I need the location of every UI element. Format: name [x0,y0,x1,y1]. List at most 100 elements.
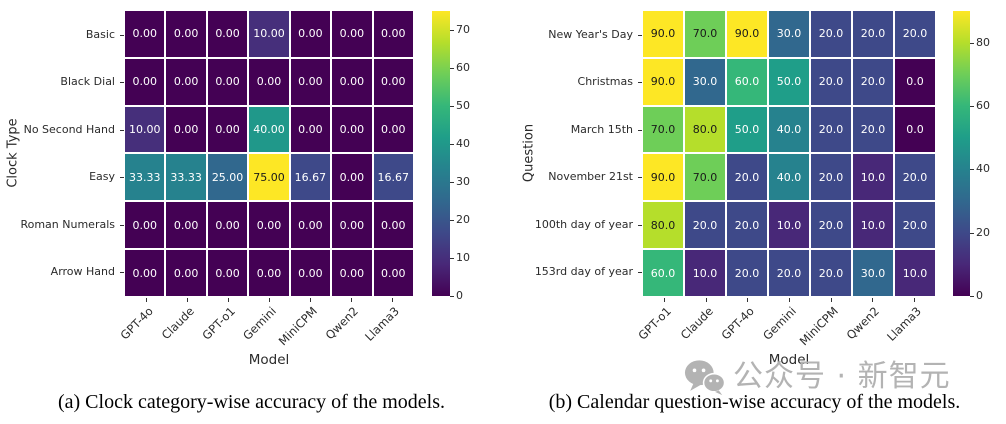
heatmap-cell: 30.0 [853,250,893,296]
heatmap-cell: 0.00 [332,154,372,201]
calendar-heatmap-panel: Question 90.0 70.0 90.0 30.0 20.0 20.0 20.0 90.… [503,0,1006,424]
wechat-icon [684,359,726,396]
colorbar-tick-label: 30 [456,175,470,188]
colorbar-tick [450,182,454,183]
heatmap-cell: 16.67 [373,154,413,201]
heatmap-cell: 10.00 [125,106,165,153]
heatmap-cell: 10.0 [769,202,809,249]
colorbar-tick [970,106,974,107]
heatmap-cell: 25.00 [207,154,248,201]
heatmap-cell: 0.00 [166,58,206,105]
colorbar-tick-label: 60 [456,61,470,74]
heatmap-cell: 60.0 [727,58,767,105]
x-tick [747,298,749,302]
y-tick [638,177,642,179]
heatmap-cell: 40.0 [769,106,809,153]
watermark-text: 公众号 · 新智元 [733,359,951,394]
x-tick [914,298,916,302]
heatmap-cell: 0.00 [166,106,206,153]
heatmap-cell: 40.00 [249,106,289,153]
colorbar-tick [450,220,454,221]
heatmap-cell: 0.00 [373,106,413,153]
heatmap-cell: 0.00 [125,58,165,105]
heatmap-cell: 20.0 [727,202,767,249]
x-tick [830,298,832,302]
heatmap-cell: 0.00 [207,11,248,57]
colorbar-tick-label: 40 [456,137,470,150]
heatmap-cell: 0.00 [290,58,331,105]
x-axis-label: Model [248,352,290,368]
heatmap-cell: 0.00 [373,58,413,105]
row-label: Christmas [577,75,633,89]
colorbar-tick [970,169,974,171]
heatmap-cell: 10.0 [853,154,893,201]
x-tick [227,298,229,302]
heatmap-cell: 0.00 [249,58,289,105]
heatmap-cell: 20.0 [811,202,851,249]
heatmap-cell: 80.0 [685,106,725,153]
x-tick [392,298,394,302]
heatmap-cell: 0.00 [207,202,248,249]
heatmap-cell: 10.0 [685,250,725,296]
heatmap-cell: 0.00 [290,202,331,249]
x-tick [872,298,874,302]
colorbar-tick [450,258,454,259]
row-label: Black Dial [60,75,115,89]
row-label: November 21st [548,170,633,184]
heatmap-cell: 0.00 [207,250,248,296]
heatmap-cell: 0.00 [166,11,206,57]
y-tick [638,82,642,84]
heatmap-cell: 75.00 [249,154,289,201]
calendar-heatmap-grid: 90.0 70.0 90.0 30.0 20.0 20.0 20.0 90.0 30.0 60.0… [643,11,935,296]
colorbar-tick-label: 80 [976,35,990,49]
row-label: No Second Hand [23,122,115,136]
x-tick [351,298,353,302]
heatmap-cell: 30.0 [685,58,725,105]
row-label: 153rd day of year [534,265,633,279]
heatmap-cell: 20.0 [811,250,851,296]
subfigure-caption-a: (a) Clock category-wise accuracy of the … [57,391,446,413]
row-label: Easy [89,170,115,184]
clock-heatmap-grid: 0.00 0.00 0.00 10.00 0.00 0.00 0.00 0.00 0.00 0.0… [125,11,413,296]
y-tick [120,82,124,84]
y-tick [120,34,124,36]
heatmap-cell: 0.0 [895,58,935,105]
colorbar-tick [450,296,454,297]
heatmap-cell: 90.0 [643,154,683,201]
heatmap-cell: 33.33 [166,154,206,201]
heatmap-cell: 0.00 [332,250,372,296]
heatmap-cell: 90.0 [643,11,683,57]
colorbar-tick-label: 50 [456,99,470,112]
colorbar-tick [450,106,454,107]
colorbar-tick-label: 70 [456,23,470,36]
colorbar-tick-label: 20 [456,213,470,226]
heatmap-cell: 0.00 [373,11,413,57]
heatmap-cell: 33.33 [125,154,165,201]
y-tick [638,129,642,131]
subfigure-caption-b: (b) Calendar question-wise accuracy of t… [548,391,961,413]
colorbar-tick-label: 10 [456,251,470,264]
colorbar-tick-label: 40 [976,162,990,176]
heatmap-cell: 20.0 [811,106,851,153]
heatmap-cell: 20.0 [853,11,893,57]
heatmap-cell: 50.0 [727,106,767,153]
heatmap-cell: 20.0 [811,11,851,57]
colorbar-tick [970,232,974,234]
row-label: Arrow Hand [50,265,115,279]
heatmap-cell: 70.0 [685,154,725,201]
heatmap-cell: 80.0 [643,202,683,249]
heatmap-cell: 20.0 [769,250,809,296]
heatmap-cell: 16.67 [290,154,331,201]
heatmap-cell: 0.00 [373,202,413,249]
colorbar-tick-label: 60 [976,99,990,112]
y-tick [120,177,124,179]
heatmap-cell: 0.00 [125,202,165,249]
heatmap-cell: 20.0 [895,11,935,57]
heatmap-cell: 20.0 [727,154,767,201]
colorbar-tick [970,296,974,297]
watermark: 公众号 · 新智元 [684,358,951,396]
heatmap-cell: 0.0 [895,106,935,153]
row-label: 100th day of year [534,217,633,231]
heatmap-cell: 60.0 [643,250,683,296]
